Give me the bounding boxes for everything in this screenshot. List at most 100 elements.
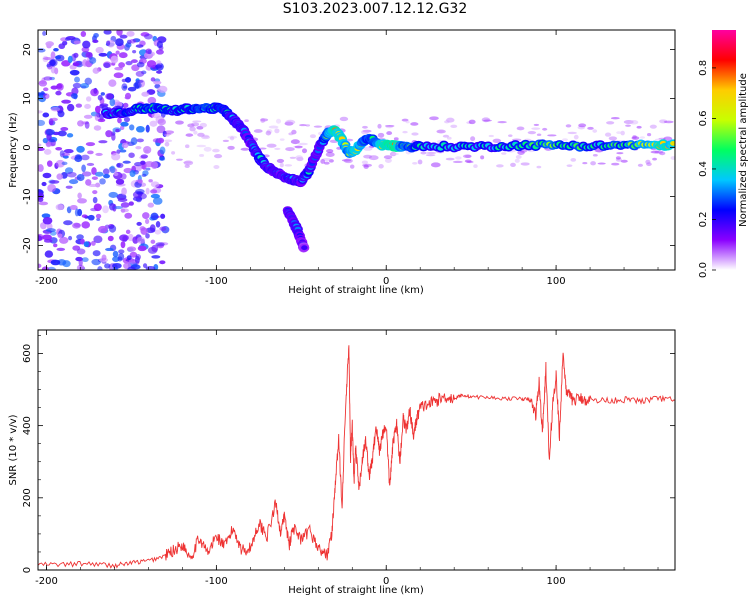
noise-speckle [389, 151, 397, 157]
noise-speckle [128, 152, 135, 158]
noise-speckle [150, 189, 158, 194]
ridge-track [100, 102, 675, 188]
noise-speckle [145, 124, 150, 133]
noise-speckle [328, 159, 334, 163]
noise-speckle [62, 155, 69, 159]
noise-speckle [606, 121, 615, 125]
noise-speckle [266, 129, 273, 134]
noise-speckle [136, 221, 142, 226]
noise-speckle [516, 126, 525, 131]
noise-speckle [468, 119, 476, 125]
noise-speckle [103, 62, 111, 69]
noise-speckle [123, 116, 131, 123]
noise-speckle [66, 103, 75, 112]
noise-speckle [41, 213, 51, 219]
noise-speckle [95, 152, 103, 156]
noise-speckle [78, 258, 83, 267]
noise-speckle [133, 81, 142, 89]
noise-speckle [63, 148, 74, 154]
noise-speckle [97, 266, 103, 270]
noise-speckle [510, 162, 516, 167]
noise-speckle [46, 160, 53, 167]
noise-speckle [158, 157, 166, 161]
noise-speckle [562, 138, 568, 142]
noise-speckle [182, 161, 192, 164]
noise-speckle [260, 118, 266, 123]
noise-speckle [481, 117, 491, 123]
noise-speckle [425, 154, 436, 157]
noise-speckle [117, 117, 122, 124]
noise-speckle [405, 120, 410, 124]
noise-speckle [77, 120, 84, 127]
noise-speckle [84, 121, 90, 129]
noise-speckle [156, 125, 166, 134]
noise-speckle [93, 125, 102, 131]
noise-speckle [590, 161, 596, 166]
noise-speckle [279, 162, 284, 168]
noise-speckle [289, 156, 296, 159]
noise-speckle [284, 164, 293, 167]
noise-speckle [129, 124, 135, 131]
noise-speckle [57, 130, 67, 137]
noise-speckle [126, 255, 132, 261]
noise-speckle [362, 163, 372, 167]
noise-speckle [112, 250, 119, 258]
noise-speckle [151, 244, 159, 252]
noise-speckle [48, 58, 58, 67]
noise-speckle [654, 150, 664, 154]
noise-speckle [288, 132, 294, 136]
noise-speckle [43, 148, 52, 155]
noise-speckle [385, 125, 393, 129]
noise-speckle [578, 123, 587, 128]
y-tick-label: -20 [22, 237, 33, 253]
noise-speckle [55, 147, 63, 151]
noise-speckle [42, 216, 53, 225]
noise-speckle [192, 120, 202, 123]
noise-speckle [68, 235, 73, 241]
noise-speckle [129, 170, 136, 178]
noise-speckle [97, 225, 108, 234]
noise-speckle [85, 51, 93, 58]
noise-speckle [152, 197, 163, 205]
noise-speckle [291, 129, 297, 135]
noise-speckle [155, 49, 164, 55]
colorbar-tick-label: 0.0 [698, 262, 709, 278]
noise-speckle [362, 129, 372, 133]
noise-speckle [113, 72, 124, 79]
noise-speckle [663, 120, 674, 124]
y-tick-label: -10 [22, 188, 33, 204]
snr-y-axis-label: SNR (10 * v/v) [8, 414, 19, 485]
noise-speckle [202, 134, 210, 138]
noise-speckle [445, 157, 455, 161]
noise-speckle [436, 130, 445, 134]
noise-speckle [452, 160, 463, 164]
noise-speckle [533, 123, 540, 126]
noise-speckle [276, 158, 285, 163]
noise-speckle [279, 138, 285, 141]
noise-speckle [645, 159, 651, 165]
noise-speckle [301, 148, 308, 154]
noise-speckle [183, 160, 194, 166]
noise-speckle [69, 69, 80, 76]
noise-speckle [99, 178, 106, 185]
noise-speckle [85, 142, 96, 147]
noise-speckle [150, 193, 160, 199]
noise-speckle [175, 120, 184, 125]
noise-speckle [483, 119, 492, 122]
noise-speckle [229, 136, 235, 141]
noise-speckle [150, 239, 156, 244]
colorbar-tick-label: 0.6 [698, 110, 709, 126]
noise-speckle [92, 190, 98, 195]
noise-speckle [83, 241, 90, 248]
noise-speckle [464, 159, 472, 163]
noise-speckle [126, 246, 137, 252]
noise-speckle [72, 222, 81, 229]
noise-speckle [97, 118, 106, 123]
noise-speckle [620, 159, 628, 163]
noise-speckle [159, 226, 167, 231]
noise-speckle [296, 156, 304, 162]
noise-speckle [515, 155, 522, 159]
noise-speckle [377, 132, 385, 138]
noise-speckle [611, 162, 620, 166]
noise-speckle [44, 250, 54, 258]
